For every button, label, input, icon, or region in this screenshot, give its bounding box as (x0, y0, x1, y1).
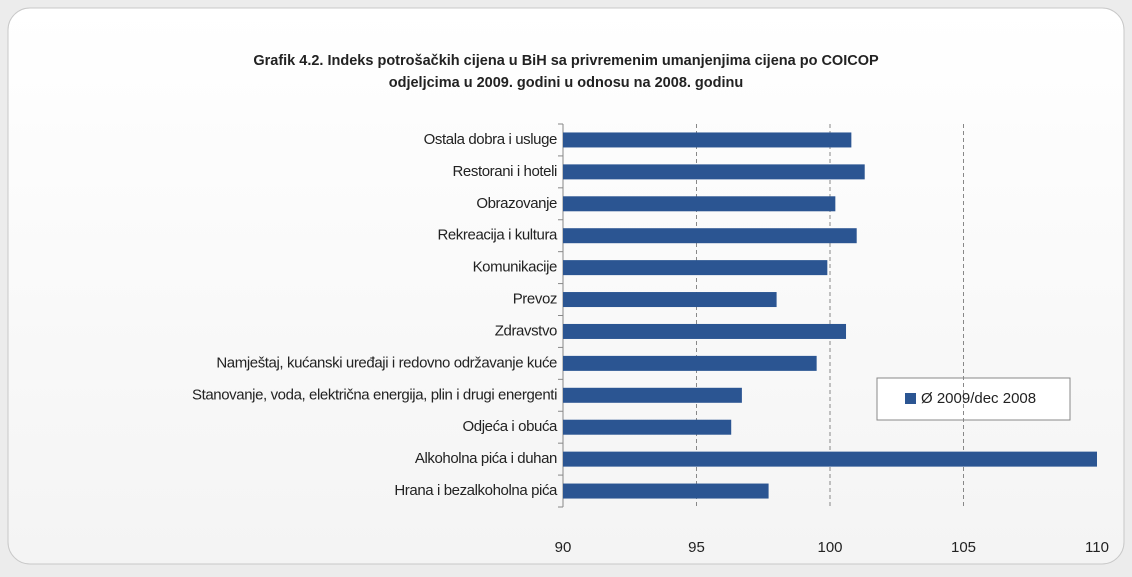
y-tick-label: Prevoz (513, 291, 557, 308)
bar (563, 196, 836, 212)
y-tick-label: Alkoholna pića i duhan (415, 450, 557, 467)
bar (563, 387, 742, 403)
x-tick-label: 110 (1085, 539, 1109, 556)
x-tick-label: 100 (817, 539, 842, 556)
y-tick-label: Restorani i hoteli (452, 163, 557, 180)
legend-label: Ø 2009/dec 2008 (921, 390, 1036, 407)
y-tick-label: Stanovanje, voda, električna energija, p… (192, 386, 557, 403)
bar (563, 323, 847, 339)
x-tick-label: 105 (951, 539, 976, 556)
bar (563, 228, 857, 244)
chart-panel (7, 7, 1125, 565)
y-tick-label: Namještaj, kućanski uređaji i redovno od… (216, 354, 557, 371)
bar (563, 260, 828, 276)
chart-title: odjeljcima u 2009. godini u odnosu na 20… (389, 75, 744, 91)
bar (563, 164, 865, 180)
bar (563, 483, 769, 499)
y-tick-label: Odjeća i obuća (463, 418, 559, 435)
bar (563, 292, 777, 308)
y-tick-label: Hrana i bezalkoholna pića (394, 482, 558, 499)
y-tick-label: Komunikacije (473, 259, 557, 276)
bar (563, 419, 732, 435)
x-tick-label: 90 (555, 539, 572, 556)
y-tick-label: Ostala dobra i usluge (424, 131, 557, 148)
legend-swatch (905, 393, 916, 404)
bar (563, 355, 817, 371)
y-tick-label: Obrazovanje (476, 195, 557, 212)
chart-title: Grafik 4.2. Indeks potrošačkih cijena u … (253, 53, 879, 69)
y-tick-label: Rekreacija i kultura (437, 227, 558, 244)
bar (563, 451, 1097, 467)
y-tick-label: Zdravstvo (495, 322, 557, 339)
x-tick-label: 95 (688, 539, 705, 556)
bar (563, 132, 852, 148)
